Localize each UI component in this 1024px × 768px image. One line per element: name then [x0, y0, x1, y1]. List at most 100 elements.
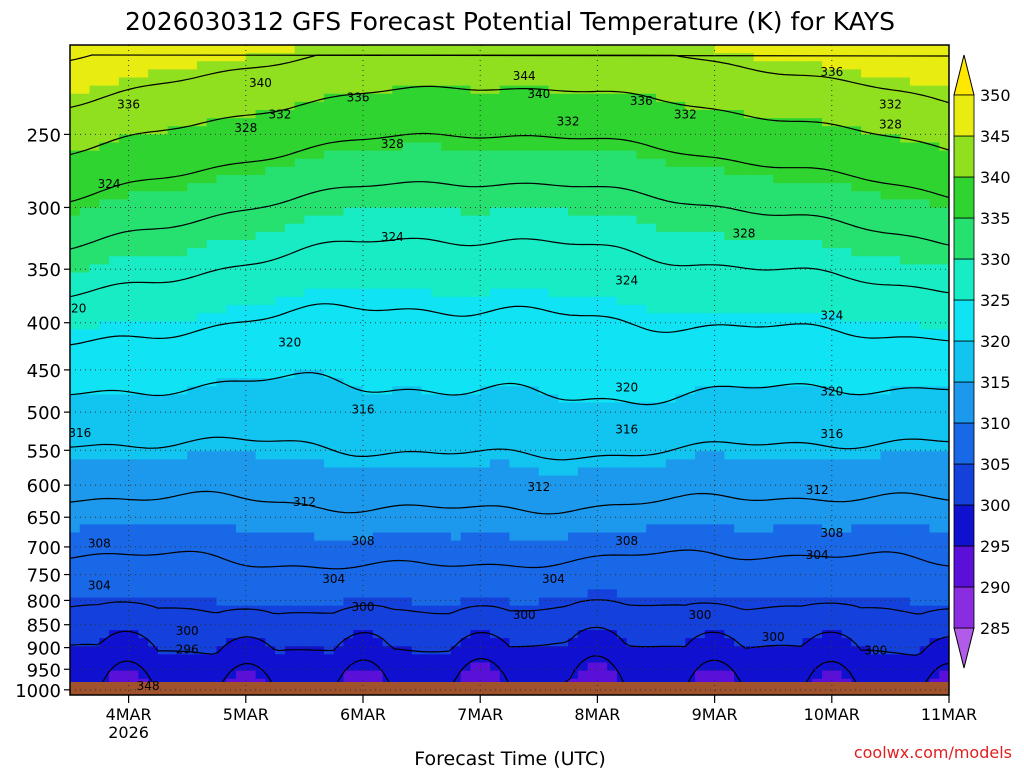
field-cell	[665, 101, 677, 111]
field-cell	[226, 491, 237, 501]
field-cell	[245, 199, 257, 209]
field-cell	[275, 329, 286, 339]
field-cell	[636, 556, 647, 566]
field-cell	[109, 630, 120, 639]
field-cell	[597, 378, 608, 387]
field-cell	[480, 272, 491, 282]
field-cell	[558, 654, 569, 664]
field-cell	[99, 556, 110, 566]
field-cell	[196, 353, 208, 363]
field-cell	[284, 272, 296, 282]
field-cell	[226, 524, 237, 534]
field-cell	[196, 394, 208, 404]
field-cell	[597, 475, 608, 485]
field-cell	[597, 272, 608, 282]
field-cell	[79, 662, 91, 672]
field-cell	[226, 508, 237, 517]
field-cell	[323, 296, 335, 306]
field-cell	[441, 540, 452, 550]
field-cell	[187, 556, 198, 566]
field-cell	[70, 581, 81, 590]
field-cell	[333, 621, 345, 631]
field-cell	[216, 77, 227, 87]
field-cell	[236, 183, 247, 192]
field-cell	[157, 69, 169, 79]
field-cell	[372, 630, 384, 639]
field-cell	[587, 288, 598, 298]
field-cell	[597, 313, 608, 322]
field-cell	[99, 126, 110, 135]
field-cell	[636, 638, 647, 647]
field-cell	[187, 361, 198, 371]
field-cell	[109, 654, 120, 664]
field-cell	[275, 207, 286, 217]
field-cell	[568, 662, 579, 672]
field-cell	[353, 621, 364, 631]
field-cell	[577, 443, 589, 452]
field-cell	[294, 248, 305, 257]
field-cell	[109, 548, 120, 558]
field-cell	[470, 175, 481, 184]
field-cell	[343, 646, 354, 655]
field-cell	[480, 638, 491, 647]
field-cell	[245, 378, 257, 387]
field-cell	[392, 435, 403, 444]
field-cell	[363, 288, 374, 298]
field-cell	[89, 101, 100, 111]
field-cell	[304, 305, 315, 314]
field-cell	[245, 361, 257, 371]
field-cell	[226, 394, 237, 404]
field-cell	[206, 280, 218, 290]
field-cell	[265, 69, 276, 79]
field-cell	[294, 646, 305, 655]
field-cell	[245, 467, 257, 477]
field-cell	[499, 524, 511, 534]
field-cell	[548, 508, 559, 517]
field-cell	[138, 101, 149, 111]
field-cell	[587, 573, 598, 582]
field-cell	[284, 524, 296, 534]
field-cell	[499, 565, 511, 574]
field-cell	[353, 394, 364, 404]
field-cell	[587, 361, 598, 371]
field-cell	[382, 524, 393, 534]
field-cell	[226, 166, 237, 176]
field-cell	[587, 516, 598, 525]
field-cell	[294, 548, 305, 558]
field-cell	[118, 313, 130, 322]
field-cell	[480, 605, 491, 615]
field-cell	[636, 662, 647, 672]
field-cell	[99, 183, 110, 192]
field-cell	[450, 508, 462, 517]
field-cell	[255, 53, 266, 62]
field-cell	[284, 240, 296, 249]
field-cell	[665, 556, 677, 566]
field-cell	[99, 508, 110, 517]
field-cell	[372, 45, 384, 54]
field-cell	[372, 581, 384, 590]
field-cell	[597, 142, 608, 152]
field-cell	[187, 53, 198, 62]
field-cell	[157, 451, 169, 460]
field-cell	[245, 630, 257, 639]
field-cell	[157, 337, 169, 347]
field-cell	[138, 45, 149, 54]
field-cell	[421, 418, 432, 428]
field-cell	[499, 662, 511, 672]
field-cell	[509, 516, 520, 525]
field-cell	[206, 45, 218, 54]
field-cell	[196, 459, 208, 469]
field-cell	[607, 565, 618, 574]
field-cell	[480, 613, 491, 623]
field-cell	[304, 223, 315, 233]
field-cell	[470, 621, 481, 631]
field-cell	[323, 410, 335, 420]
field-cell	[558, 272, 569, 282]
field-cell	[509, 337, 520, 347]
field-cell	[196, 548, 208, 558]
field-cell	[392, 110, 403, 119]
field-cell	[196, 378, 208, 387]
field-cell	[89, 134, 100, 144]
field-cell	[265, 353, 276, 363]
field-cell	[646, 410, 657, 420]
